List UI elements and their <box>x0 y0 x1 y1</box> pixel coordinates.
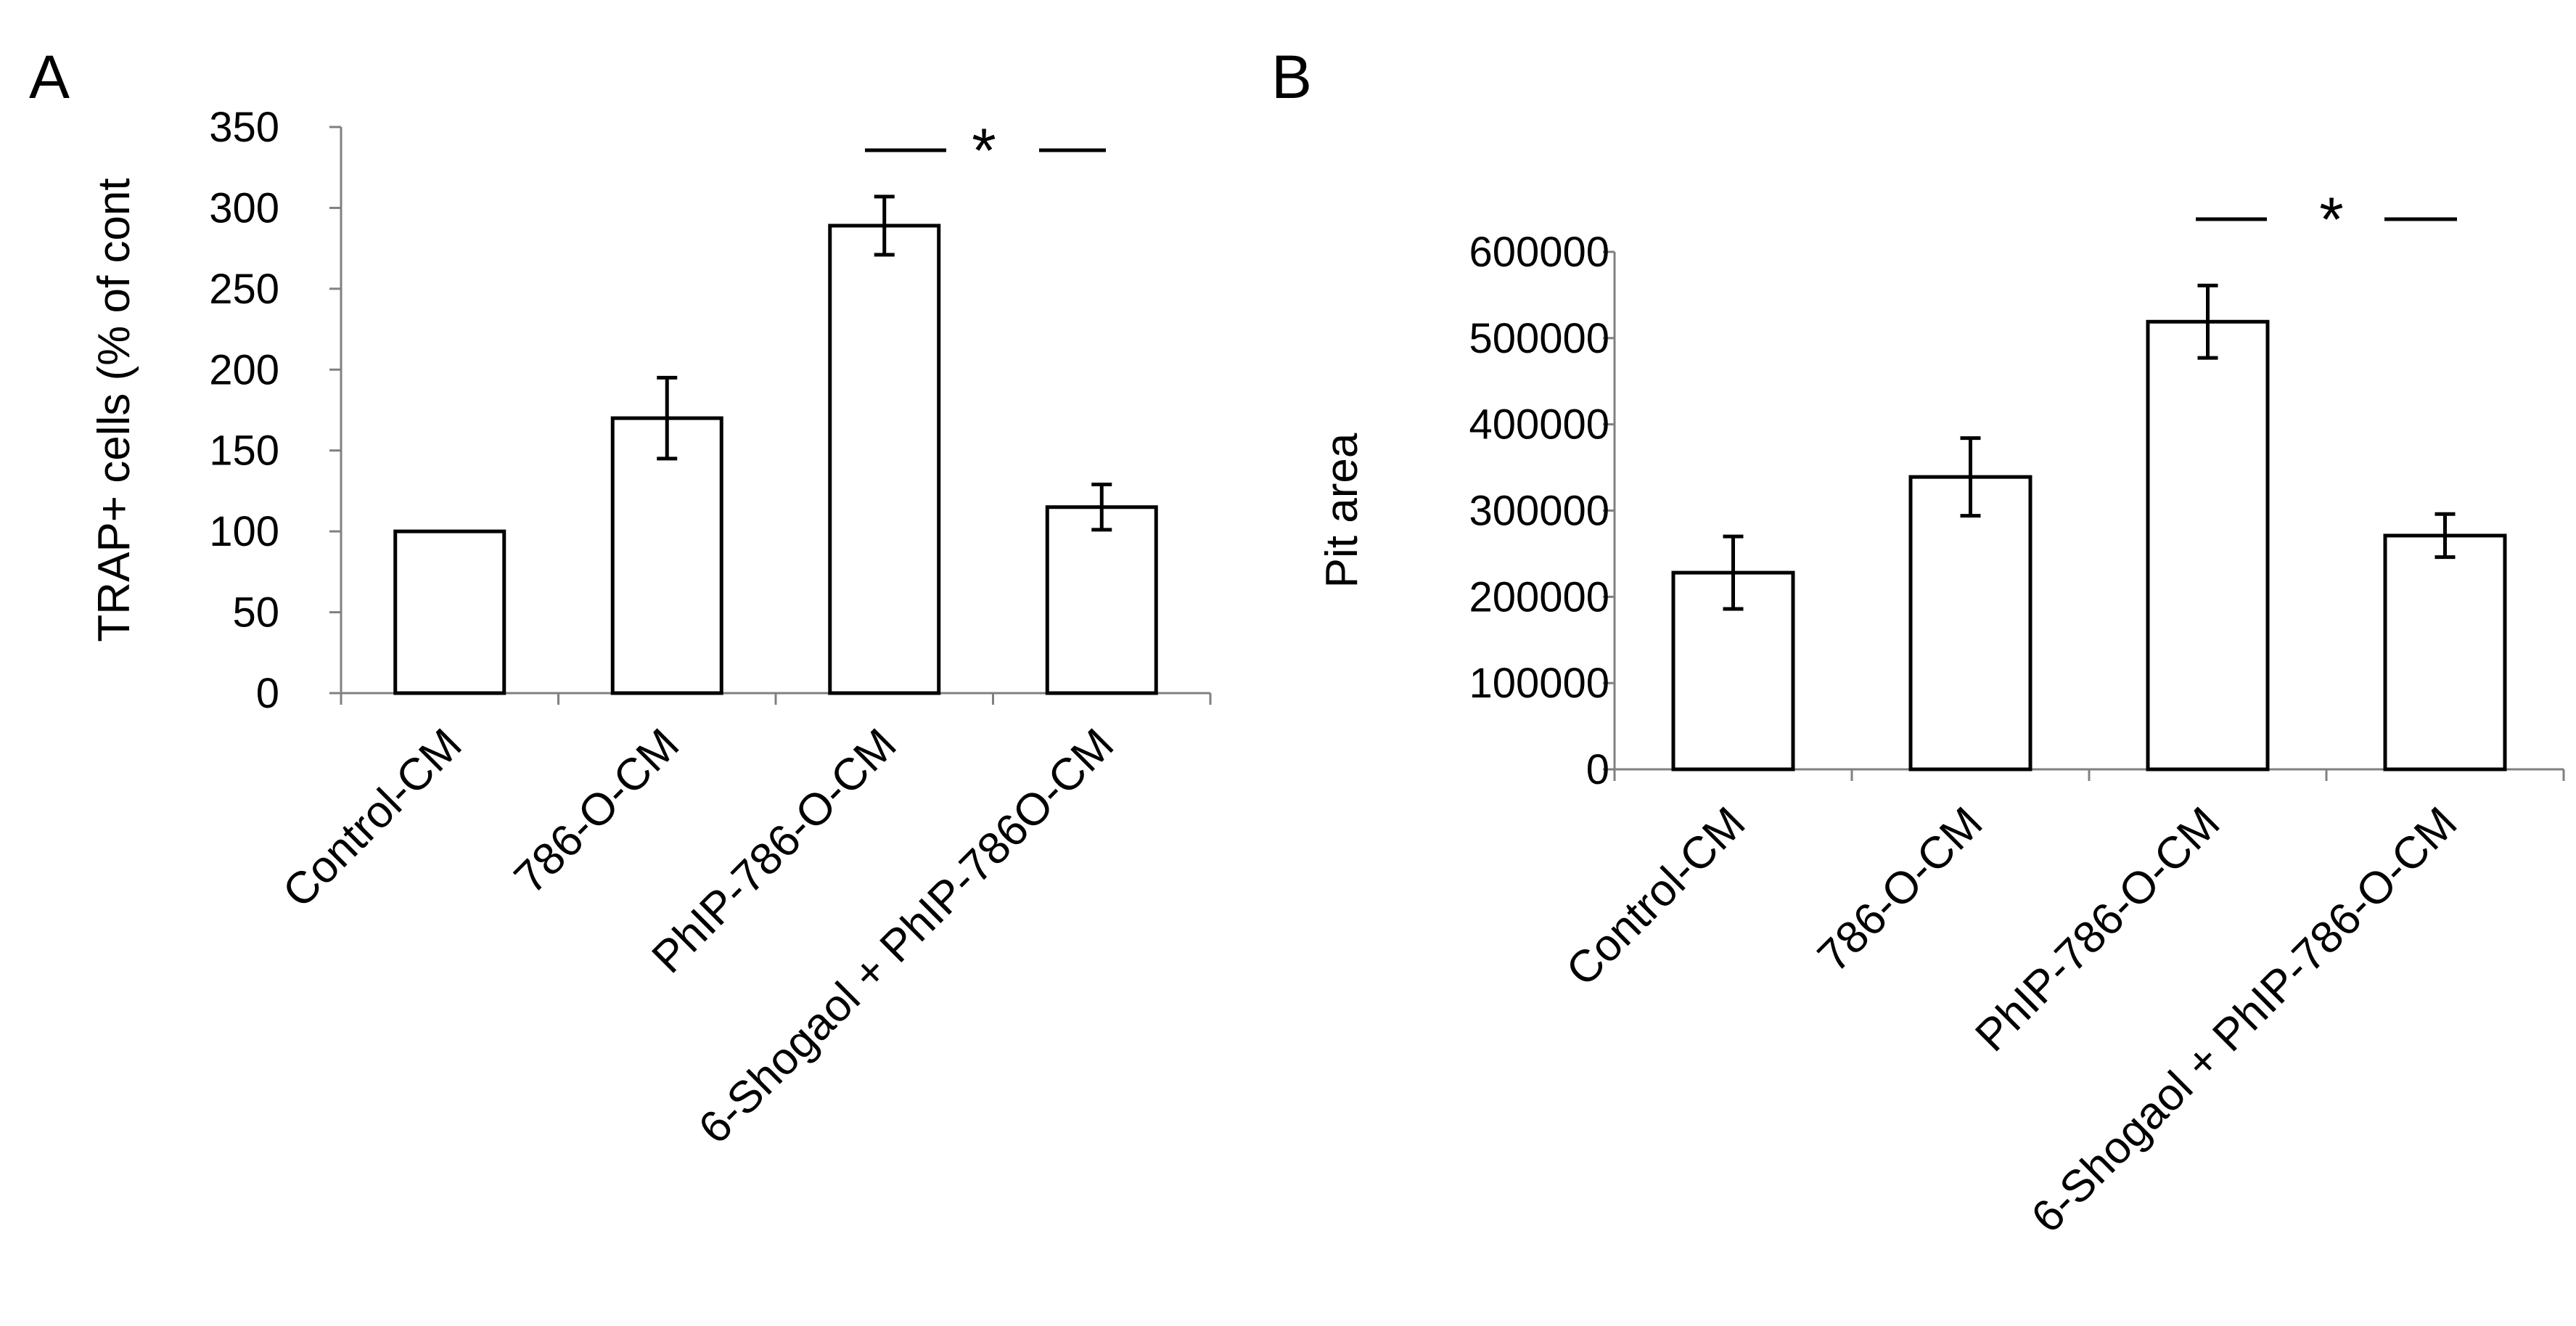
significance-star: * <box>972 116 996 186</box>
y-tick-label: 0 <box>1586 746 1609 793</box>
y-tick-label: 300000 <box>1469 488 1609 535</box>
panel-letter: B <box>1271 43 1312 111</box>
y-tick-label: 600000 <box>1469 229 1609 276</box>
y-tick-label: 350 <box>209 104 279 151</box>
panel-a: A 0 50 100 150 200 250 300 350 TRAP+ cells (% of … <box>29 43 1212 1153</box>
bar <box>2383 533 2507 772</box>
bar <box>1908 475 2033 772</box>
y-tick-label: 250 <box>209 266 279 313</box>
panel-letter: A <box>29 43 70 111</box>
bar <box>2146 319 2270 772</box>
y-tick-label: 100000 <box>1469 660 1609 707</box>
y-tick-label: 500000 <box>1469 315 1609 362</box>
category-label: PhIP-786-O-CM <box>1966 798 2229 1061</box>
bar <box>393 529 506 695</box>
bar <box>610 416 723 695</box>
y-tick-label: 300 <box>209 184 279 232</box>
y-tick-label: 400000 <box>1469 401 1609 449</box>
y-axis-label: Pit area <box>1317 433 1367 588</box>
panel-b: B 0 100000 200000 300000 400000 500000 600000 Pi… <box>1271 43 2565 1243</box>
category-label: Control-CM <box>1557 798 1755 996</box>
y-tick-label: 200000 <box>1469 573 1609 621</box>
y-tick-label: 100 <box>209 508 279 555</box>
y-tick-label: 150 <box>209 427 279 475</box>
category-label: 6-Shogaol + PhIP-786-O-CM <box>2022 798 2467 1243</box>
significance-star: * <box>2319 185 2343 255</box>
y-tick-label: 200 <box>209 346 279 393</box>
category-label: 786-O-CM <box>1808 798 1992 981</box>
y-tick-label: 50 <box>232 589 279 637</box>
y-axis-label: TRAP+ cells (% of cont <box>89 178 139 642</box>
bar <box>1045 505 1158 695</box>
category-label: 786-O-CM <box>505 719 689 903</box>
bar <box>828 224 941 695</box>
category-label: 6-Shogaol + PhIP-786O-CM <box>689 719 1123 1153</box>
y-tick-label: 0 <box>256 670 279 717</box>
category-label: Control-CM <box>274 719 472 917</box>
